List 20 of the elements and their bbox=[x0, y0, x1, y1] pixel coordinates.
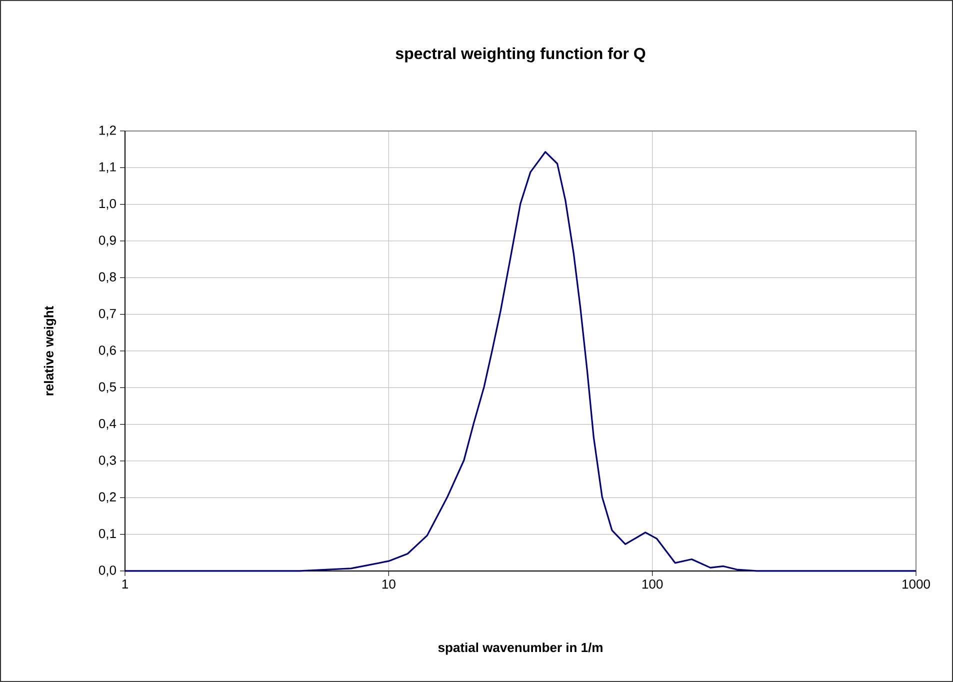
y-tick-label: 0,5 bbox=[98, 382, 116, 394]
y-tick-label: 0,9 bbox=[98, 236, 116, 246]
y-tick-label: 0,0 bbox=[98, 566, 116, 576]
x-tick-label: 100 bbox=[642, 580, 663, 589]
chart-title: spectral weighting function for Q bbox=[396, 47, 646, 62]
y-tick-label: 0,6 bbox=[98, 346, 116, 356]
x-tick-label: 1000 bbox=[902, 580, 930, 589]
y-axis-title: relative weight bbox=[44, 306, 56, 396]
y-tick-label: 0,8 bbox=[98, 272, 116, 284]
y-tick-label: 1,2 bbox=[99, 126, 116, 136]
y-tick-label: 1,1 bbox=[99, 162, 116, 173]
y-tick-label: 0,7 bbox=[98, 308, 116, 320]
y-tick-label: 0,2 bbox=[98, 492, 116, 504]
y-tick-label: 1,0 bbox=[99, 198, 116, 210]
y-tick-label: 0,1 bbox=[98, 528, 116, 540]
y-tick-label: 0,4 bbox=[98, 418, 116, 430]
x-axis-title: spatial wavenumber in 1/m bbox=[438, 642, 602, 655]
y-tick-label: 0,3 bbox=[98, 456, 116, 466]
x-tick-label: 1 bbox=[122, 580, 128, 588]
x-tick-label: 10 bbox=[382, 580, 396, 589]
